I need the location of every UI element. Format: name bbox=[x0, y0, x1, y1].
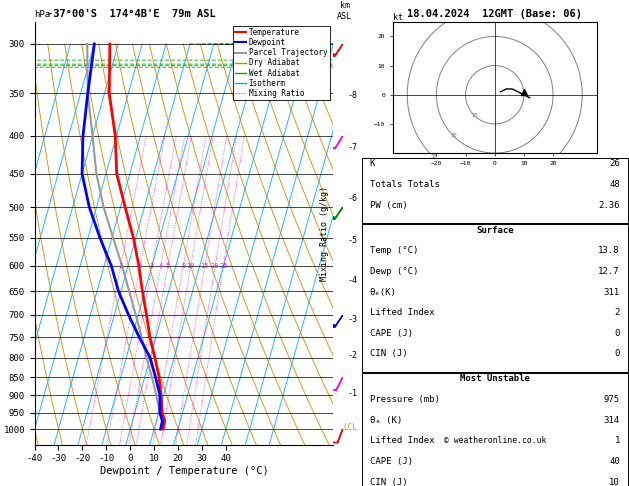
Text: 314: 314 bbox=[604, 416, 620, 425]
Text: km
ASL: km ASL bbox=[337, 1, 352, 21]
Text: LCL: LCL bbox=[343, 423, 357, 432]
Text: -4: -4 bbox=[347, 276, 357, 285]
Bar bbox=[362, 224, 628, 372]
Text: 3: 3 bbox=[150, 262, 154, 269]
Text: CAPE (J): CAPE (J) bbox=[370, 329, 413, 338]
Text: θₑ(K): θₑ(K) bbox=[370, 288, 396, 296]
Text: Surface: Surface bbox=[476, 226, 513, 235]
Text: 1: 1 bbox=[615, 436, 620, 445]
Text: -2: -2 bbox=[347, 351, 357, 360]
Text: -6: -6 bbox=[347, 194, 357, 204]
Text: 10: 10 bbox=[609, 478, 620, 486]
Text: CIN (J): CIN (J) bbox=[370, 349, 408, 359]
Text: -3: -3 bbox=[347, 315, 357, 324]
Text: Lifted Index: Lifted Index bbox=[370, 308, 434, 317]
Text: 1: 1 bbox=[119, 262, 123, 269]
Text: 10: 10 bbox=[471, 113, 477, 118]
Text: 10: 10 bbox=[186, 262, 195, 269]
Text: 0: 0 bbox=[615, 349, 620, 359]
Bar bbox=[362, 158, 628, 223]
Text: hPa: hPa bbox=[35, 10, 51, 19]
Text: CIN (J): CIN (J) bbox=[370, 478, 408, 486]
X-axis label: Dewpoint / Temperature (°C): Dewpoint / Temperature (°C) bbox=[99, 466, 269, 476]
Text: 4: 4 bbox=[159, 262, 163, 269]
Text: Mixing Ratio (g/kg): Mixing Ratio (g/kg) bbox=[320, 186, 330, 281]
Text: 311: 311 bbox=[604, 288, 620, 296]
Text: 8: 8 bbox=[181, 262, 186, 269]
Text: θₑ (K): θₑ (K) bbox=[370, 416, 402, 425]
Text: Temp (°C): Temp (°C) bbox=[370, 246, 418, 255]
Text: 25: 25 bbox=[219, 262, 228, 269]
Text: PW (cm): PW (cm) bbox=[370, 201, 408, 209]
Text: 12.7: 12.7 bbox=[598, 267, 620, 276]
Text: 48: 48 bbox=[609, 180, 620, 189]
Bar bbox=[362, 373, 628, 486]
Text: -5: -5 bbox=[347, 236, 357, 244]
Text: -37°00'S  174°4B'E  79m ASL: -37°00'S 174°4B'E 79m ASL bbox=[47, 9, 216, 19]
Text: 5: 5 bbox=[166, 262, 170, 269]
Text: 0: 0 bbox=[615, 329, 620, 338]
Text: -8: -8 bbox=[347, 90, 357, 100]
Text: -1: -1 bbox=[347, 389, 357, 398]
Text: 30: 30 bbox=[430, 154, 437, 158]
Text: 18.04.2024  12GMT (Base: 06): 18.04.2024 12GMT (Base: 06) bbox=[407, 9, 582, 19]
Text: Dewp (°C): Dewp (°C) bbox=[370, 267, 418, 276]
Text: 20: 20 bbox=[211, 262, 220, 269]
Text: © weatheronline.co.uk: © weatheronline.co.uk bbox=[443, 435, 546, 445]
Text: -7: -7 bbox=[347, 143, 357, 152]
Text: 13.8: 13.8 bbox=[598, 246, 620, 255]
Text: Pressure (mb): Pressure (mb) bbox=[370, 395, 440, 404]
Text: 2.36: 2.36 bbox=[598, 201, 620, 209]
Text: 2: 2 bbox=[138, 262, 142, 269]
Text: Most Unstable: Most Unstable bbox=[460, 374, 530, 383]
Text: K: K bbox=[370, 159, 375, 168]
Legend: Temperature, Dewpoint, Parcel Trajectory, Dry Adiabat, Wet Adiabat, Isotherm, Mi: Temperature, Dewpoint, Parcel Trajectory… bbox=[233, 26, 330, 100]
Text: 40: 40 bbox=[609, 457, 620, 466]
Text: 20: 20 bbox=[450, 133, 457, 138]
Text: CAPE (J): CAPE (J) bbox=[370, 457, 413, 466]
Text: 2: 2 bbox=[615, 308, 620, 317]
Text: 975: 975 bbox=[604, 395, 620, 404]
Text: kt: kt bbox=[392, 13, 403, 22]
Text: 15: 15 bbox=[201, 262, 209, 269]
Text: Totals Totals: Totals Totals bbox=[370, 180, 440, 189]
Text: Lifted Index: Lifted Index bbox=[370, 436, 434, 445]
Text: 26: 26 bbox=[609, 159, 620, 168]
